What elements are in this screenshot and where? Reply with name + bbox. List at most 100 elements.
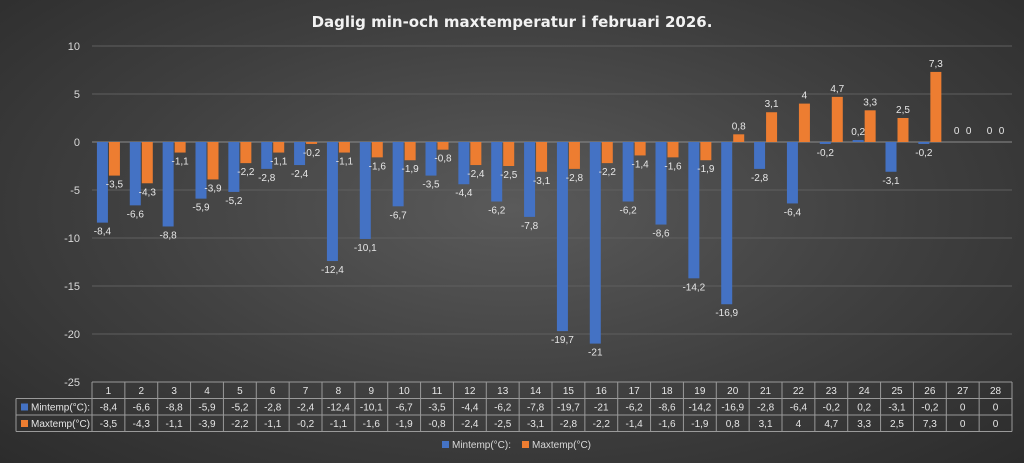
table-series-name: Mintemp(°C): [31, 403, 90, 414]
x-tick-label: 14 [530, 386, 542, 397]
min-bar [425, 142, 437, 176]
x-tick-label: 11 [432, 386, 443, 397]
table-cell: -1,1 [166, 419, 184, 430]
table-cell: 2,5 [890, 419, 904, 430]
legend-label: Mintemp(°C): [452, 440, 511, 451]
y-tick-label: 10 [68, 41, 80, 53]
table-cell: -2,2 [593, 419, 611, 430]
x-tick-label: 2 [139, 386, 145, 397]
max-data-label: -3,9 [204, 183, 222, 194]
max-bar [634, 142, 646, 156]
max-bar [404, 142, 416, 161]
table-cell: -14,2 [688, 403, 711, 414]
table-cell: 7,3 [923, 419, 937, 430]
min-data-label: -3,5 [422, 180, 440, 191]
y-tick-label: -20 [64, 329, 80, 341]
x-tick-label: 3 [171, 386, 177, 397]
max-data-label: -2,2 [237, 167, 255, 178]
table-cell: -0,2 [297, 419, 315, 430]
max-bar [766, 112, 778, 142]
table-cell: -2,4 [297, 403, 315, 414]
max-data-label: 4,7 [830, 84, 844, 95]
min-data-label: -2,8 [258, 173, 276, 184]
max-data-label: -1,9 [697, 164, 715, 175]
min-bar [195, 142, 207, 199]
x-tick-label: 18 [661, 386, 673, 397]
min-data-label: -6,4 [784, 207, 802, 218]
x-tick-label: 4 [204, 386, 210, 397]
max-bar [338, 142, 350, 153]
table-legend-key [21, 420, 28, 427]
max-bar [207, 142, 219, 180]
max-data-label: 3,1 [765, 99, 779, 110]
max-data-label: 7,3 [929, 59, 943, 70]
min-data-label: 0,2 [851, 127, 865, 138]
min-data-label: -16,9 [715, 308, 738, 319]
table-cell: -4,4 [461, 403, 479, 414]
max-data-label: -0,8 [434, 154, 452, 165]
table-cell: -5,2 [231, 403, 249, 414]
max-bar [930, 71, 942, 142]
legend-key [442, 441, 449, 448]
min-data-label: 0 [954, 126, 960, 137]
min-bar [491, 142, 503, 202]
table-cell: -8,4 [100, 403, 118, 414]
max-bar [831, 96, 843, 142]
max-data-label: -2,8 [566, 173, 584, 184]
table-cell: -16,9 [721, 403, 744, 414]
max-data-label: 0 [999, 126, 1005, 137]
min-data-label: -6,2 [488, 206, 506, 217]
table-cell: 3,3 [857, 419, 871, 430]
max-data-label: -2,5 [500, 170, 518, 181]
table-cell: -1,6 [363, 419, 381, 430]
table-cell: -1,1 [330, 419, 348, 430]
x-tick-label: 27 [957, 386, 969, 397]
legend-key [522, 441, 529, 448]
table-cell: -6,2 [626, 403, 644, 414]
min-bar [655, 142, 667, 225]
x-tick-label: 15 [563, 386, 575, 397]
max-bar [667, 142, 679, 158]
max-data-label: -3,5 [106, 180, 124, 191]
max-data-label: -4,3 [139, 187, 157, 198]
min-data-label: -2,8 [751, 173, 769, 184]
max-data-label: -2,4 [467, 169, 485, 180]
max-data-label: -2,2 [599, 167, 617, 178]
min-bar [228, 142, 240, 192]
table-cell: -8,8 [166, 403, 184, 414]
min-bar [885, 142, 897, 172]
table-cell: -2,5 [494, 419, 512, 430]
table-series-name: Maxtemp(°C) [31, 419, 90, 430]
max-bar [897, 118, 909, 142]
min-data-label: 0 [987, 126, 993, 137]
max-data-label: -3,1 [533, 176, 551, 187]
chart-title: Daglig min-och maxtemperatur i februari … [312, 13, 713, 31]
y-tick-label: -15 [64, 281, 80, 293]
table-cell: -1,9 [691, 419, 709, 430]
table-cell: -6,2 [494, 403, 512, 414]
table-cell: -8,6 [658, 403, 676, 414]
table-cell: 0 [960, 419, 966, 430]
max-bar [273, 142, 285, 153]
table-cell: 0 [993, 403, 999, 414]
x-tick-label: 25 [891, 386, 903, 397]
table-cell: 0 [993, 419, 999, 430]
min-data-label: -3,1 [882, 176, 900, 187]
table-cell: -10,1 [360, 403, 383, 414]
max-bar [174, 142, 186, 153]
min-bar [819, 142, 831, 144]
table-cell: 4,7 [824, 419, 838, 430]
table-cell: -21 [594, 403, 609, 414]
min-data-label: -12,4 [321, 265, 344, 276]
min-bar [261, 142, 273, 169]
min-data-label: -14,2 [682, 282, 705, 293]
min-bar [392, 142, 404, 207]
max-data-label: -1,1 [172, 157, 190, 168]
table-cell: -5,9 [198, 403, 216, 414]
min-bar [622, 142, 634, 202]
max-bar [700, 142, 712, 161]
legend-label: Maxtemp(°C) [532, 440, 591, 451]
table-cell: -3,5 [100, 419, 118, 430]
min-data-label: -5,2 [225, 196, 243, 207]
